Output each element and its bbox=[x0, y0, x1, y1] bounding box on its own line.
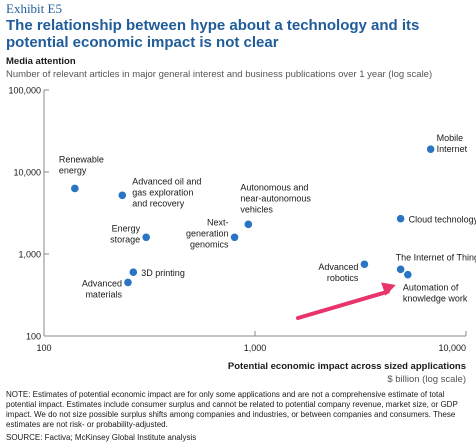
data-point bbox=[244, 220, 253, 229]
data-point bbox=[396, 265, 405, 274]
y-tick-label: 100,000 bbox=[8, 86, 41, 96]
data-point-label: Next-generation genomics bbox=[186, 217, 229, 249]
y-axis-subtitle: Number of relevant articles in major gen… bbox=[6, 69, 433, 80]
y-tick-label: 1,000 bbox=[18, 250, 41, 260]
data-point-label: Automation of knowledge work bbox=[403, 283, 468, 304]
data-point bbox=[230, 233, 239, 242]
data-point bbox=[124, 278, 132, 287]
data-point bbox=[129, 268, 138, 276]
data-point bbox=[71, 184, 79, 193]
highlight-arrow-head bbox=[381, 282, 396, 296]
footnote: NOTE: Estimates of potential economic im… bbox=[6, 390, 458, 429]
data-point-label: Cloud technology bbox=[409, 215, 476, 225]
data-point bbox=[360, 260, 369, 269]
data-point-label: Renewable energy bbox=[59, 154, 104, 175]
data-point-label: Mobile Internet bbox=[437, 133, 468, 154]
data-point-label: 3D printing bbox=[141, 268, 185, 278]
y-tick-label: 100 bbox=[26, 332, 41, 342]
data-point bbox=[426, 145, 435, 153]
data-point bbox=[396, 214, 405, 223]
data-point-label: Autonomous and near-autonomous vehicles bbox=[240, 182, 311, 214]
source-note: SOURCE: Factiva; McKinsey Global Institu… bbox=[6, 433, 197, 442]
data-point bbox=[404, 270, 412, 279]
x-axis-title: Potential economic impact across sized a… bbox=[227, 361, 466, 372]
x-tick-label: 1,000 bbox=[244, 343, 267, 353]
data-point-label: Advanced materials bbox=[82, 278, 123, 299]
highlight-arrow-shaft bbox=[296, 289, 390, 320]
data-point-label: Advanced robotics bbox=[318, 262, 359, 283]
data-point bbox=[118, 191, 127, 200]
data-point-label: The Internet of Things bbox=[396, 252, 476, 262]
y-tick-label: 10,000 bbox=[13, 168, 41, 178]
chart-title: The relationship between hype about a te… bbox=[6, 17, 420, 51]
x-tick-label: 100 bbox=[36, 343, 51, 353]
x-tick-label: 10,000 bbox=[438, 343, 466, 353]
data-point-label: Advanced oil and gas exploration and recov… bbox=[132, 176, 201, 208]
x-axis-subtitle: $ billion (log scale) bbox=[387, 374, 466, 385]
data-point bbox=[142, 233, 150, 242]
y-axis-title: Media attention bbox=[6, 56, 76, 67]
data-point-label: Energy storage bbox=[110, 223, 141, 244]
exhibit-label: Exhibit E5 bbox=[6, 1, 62, 16]
